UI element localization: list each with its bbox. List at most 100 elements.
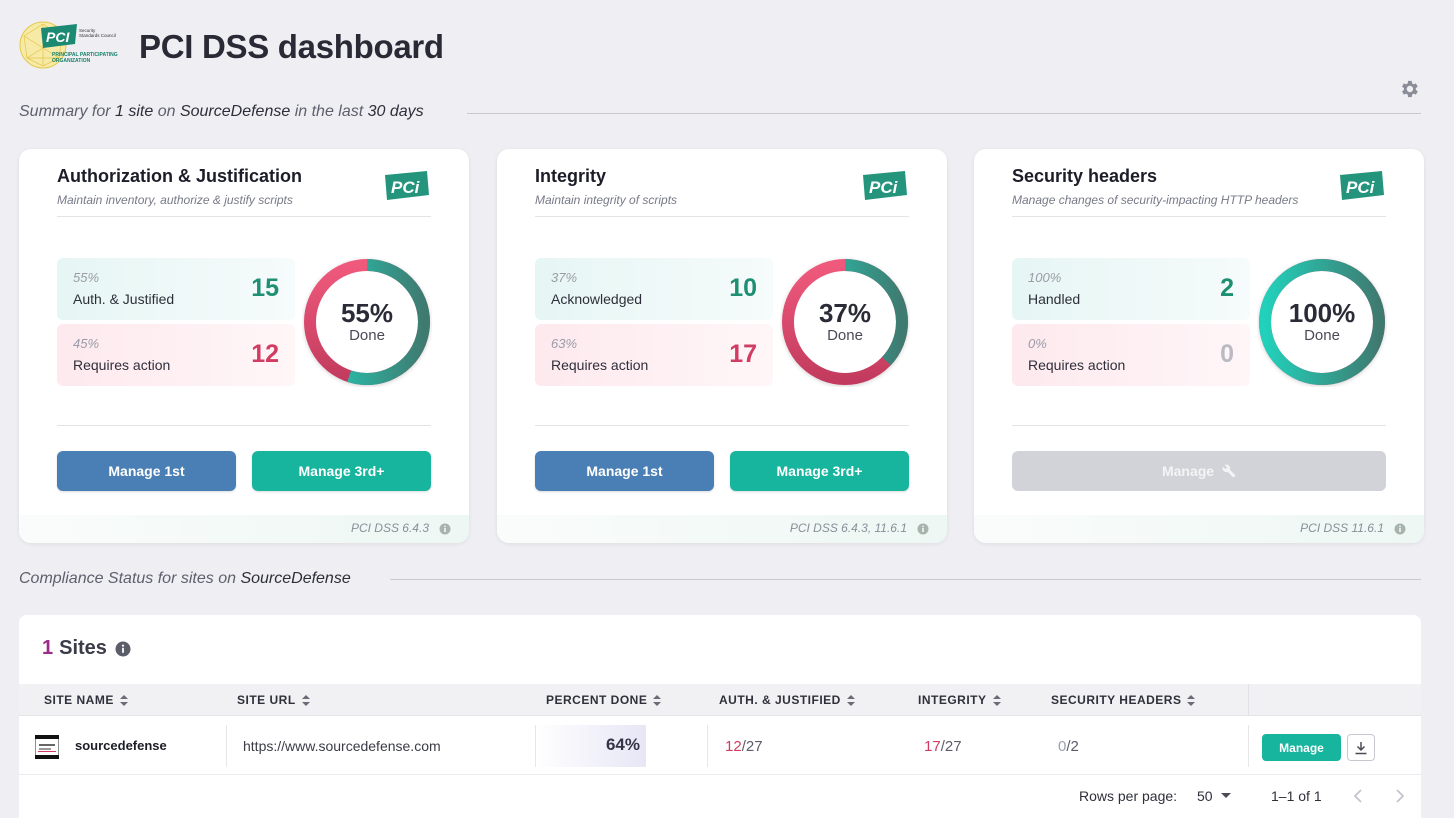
- pagination-range: 1–1 of 1: [1271, 788, 1322, 804]
- stat-label: Auth. & Justified: [73, 291, 175, 307]
- card-divider: [535, 216, 909, 217]
- download-button[interactable]: [1347, 734, 1375, 761]
- row-manage-button[interactable]: Manage: [1262, 734, 1341, 761]
- manage-3rd-button[interactable]: Manage 3rd+: [252, 451, 431, 491]
- manage-button-disabled: Manage: [1012, 451, 1386, 491]
- card-subtitle: Manage changes of security-impacting HTT…: [1012, 193, 1299, 207]
- compliance-divider: [390, 579, 1421, 580]
- column-header-site-url[interactable]: SITE URL: [237, 693, 310, 707]
- donut-percent: 100%: [1288, 298, 1356, 328]
- prev-page-icon[interactable]: [1350, 787, 1368, 805]
- pci-badge-icon: PCi: [1338, 169, 1386, 203]
- donut-done-arc: [304, 259, 430, 385]
- card-subtitle: Maintain inventory, authorize & justify …: [57, 193, 293, 207]
- stat-percent: 0%: [1028, 336, 1047, 351]
- stat-percent: 55%: [73, 270, 100, 285]
- stat-percent: 63%: [551, 336, 578, 351]
- stat-acknowledged: 37% Acknowledged 10: [535, 258, 773, 320]
- svg-text:PCi: PCi: [869, 178, 899, 197]
- progress-donut: [1259, 259, 1385, 385]
- stat-requires-action: 45% Requires action 12: [57, 324, 295, 386]
- cell-divider: [707, 725, 708, 767]
- manage-1st-button[interactable]: Manage 1st: [57, 451, 236, 491]
- wrench-icon: [1222, 464, 1236, 478]
- stat-label: Acknowledged: [551, 291, 643, 307]
- rows-per-page-select[interactable]: 50: [1197, 788, 1231, 804]
- donut-percent: 55%: [340, 298, 394, 328]
- cell-divider: [1248, 725, 1249, 767]
- stat-value: 2: [1220, 274, 1234, 302]
- info-icon[interactable]: [1394, 523, 1406, 535]
- info-icon[interactable]: [917, 523, 929, 535]
- progress-donut: [782, 259, 908, 385]
- pci-badge-icon: PCi: [861, 169, 909, 203]
- card-footer: PCI DSS 6.4.3, 11.6.1: [497, 515, 947, 543]
- stat-auth-justified: 55% Auth. & Justified 15: [57, 258, 295, 320]
- column-header-integrity[interactable]: INTEGRITY: [918, 693, 1001, 707]
- manage-1st-button[interactable]: Manage 1st: [535, 451, 714, 491]
- info-icon[interactable]: [439, 523, 451, 535]
- card-divider: [57, 425, 431, 426]
- card-divider: [1012, 425, 1386, 426]
- integrity-value: 17/27: [924, 738, 962, 755]
- sort-icon: [653, 694, 662, 706]
- stat-percent: 100%: [1028, 270, 1062, 285]
- manage-3rd-button[interactable]: Manage 3rd+: [730, 451, 909, 491]
- table-header: [19, 684, 1421, 716]
- svg-text:ORGANIZATION: ORGANIZATION: [52, 58, 91, 64]
- rows-per-page-value: 50: [1197, 788, 1213, 804]
- sites-count: 1: [42, 637, 54, 659]
- stat-handled: 100% Handled 2: [1012, 258, 1250, 320]
- stat-label: Handled: [1028, 291, 1081, 307]
- stat-value: 10: [729, 274, 757, 302]
- percent-done-cell: 64%: [536, 725, 646, 767]
- table-row[interactable]: sourcedefense https://www.sourcedefense.…: [19, 717, 1421, 775]
- chevron-down-icon: [1220, 793, 1231, 798]
- stat-value: 15: [251, 274, 279, 302]
- info-icon[interactable]: [115, 641, 131, 657]
- svg-text:PRINCIPAL PARTICIPATING: PRINCIPAL PARTICIPATING: [52, 52, 118, 58]
- card-footer: PCI DSS 11.6.1: [974, 515, 1424, 543]
- settings-gear-icon[interactable]: [1398, 78, 1420, 100]
- site-favicon-icon: [34, 734, 60, 760]
- column-header-site-name[interactable]: SITE NAME: [44, 693, 128, 707]
- donut-done-arc: [782, 259, 908, 385]
- site-url[interactable]: https://www.sourcedefense.com: [243, 738, 441, 754]
- column-header-security-headers[interactable]: SECURITY HEADERS: [1051, 693, 1196, 707]
- progress-donut: [304, 259, 430, 385]
- donut-label: 37% Done: [780, 257, 910, 387]
- svg-text:Security: Security: [79, 28, 96, 33]
- stat-value: 0: [1220, 340, 1234, 368]
- pci-reference: PCI DSS 6.4.3: [350, 521, 429, 535]
- site-name[interactable]: sourcedefense: [75, 738, 167, 753]
- card-footer: PCI DSS 6.4.3: [19, 515, 469, 543]
- cell-divider: [535, 725, 536, 767]
- card-subtitle: Maintain integrity of scripts: [535, 193, 678, 207]
- stat-label: Requires action: [73, 357, 171, 373]
- pci-reference: PCI DSS 6.4.3, 11.6.1: [789, 521, 907, 535]
- sort-icon: [301, 694, 310, 706]
- sites-heading: 1 Sites: [42, 637, 131, 660]
- stat-requires-action: 0% Requires action 0: [1012, 324, 1250, 386]
- download-icon: [1355, 741, 1367, 754]
- page-title: PCI DSS dashboard: [139, 28, 444, 65]
- column-header-percent-done[interactable]: PERCENT DONE: [546, 693, 662, 707]
- pci-ssc-logo: PCI Security Standards Council PRINCIPAL…: [19, 18, 125, 72]
- stat-value: 12: [251, 340, 279, 368]
- sites-table-card: 1 Sites SITE NAME SITE URL PERCENT DONE …: [19, 615, 1421, 818]
- stat-percent: 37%: [551, 270, 578, 285]
- donut-done-label: Done: [1304, 327, 1340, 344]
- column-header-auth-justified[interactable]: AUTH. & JUSTIFIED: [719, 693, 855, 707]
- rows-per-page-label: Rows per page:: [1079, 788, 1178, 804]
- sort-icon: [992, 694, 1001, 706]
- next-page-icon[interactable]: [1390, 787, 1408, 805]
- svg-text:PCi: PCi: [391, 178, 421, 197]
- sites-label: Sites: [59, 637, 107, 659]
- stat-value: 17: [729, 340, 757, 368]
- card-title: Integrity: [535, 166, 607, 186]
- summary-divider: [467, 113, 1421, 114]
- pci-reference: PCI DSS 11.6.1: [1300, 521, 1384, 535]
- stat-label: Requires action: [1028, 357, 1126, 373]
- svg-text:Standards Council: Standards Council: [79, 33, 116, 38]
- card-title: Authorization & Justification: [57, 166, 302, 186]
